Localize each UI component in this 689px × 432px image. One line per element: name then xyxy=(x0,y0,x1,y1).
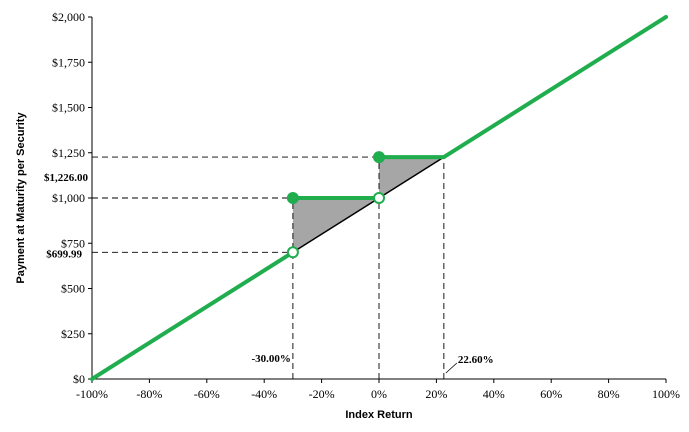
x-tick-label: 60% xyxy=(540,387,562,401)
payoff-line-segment xyxy=(90,250,295,381)
reference-line-group xyxy=(292,156,445,253)
x-tick-label: 0% xyxy=(371,387,387,401)
x-tick-label: -40% xyxy=(251,387,277,401)
x-tick-label: -20% xyxy=(309,387,335,401)
y-axis-title: Payment at Maturity per Security xyxy=(15,112,27,284)
x-tick-label: -80% xyxy=(136,387,162,401)
y-tick-label: $250 xyxy=(61,327,85,341)
open-marker-point xyxy=(373,192,385,204)
y-tick-label: $2,000 xyxy=(52,10,85,24)
reference-line xyxy=(292,156,445,253)
annotation-label: $699.99 xyxy=(46,248,82,260)
annotation-label: $1,226.00 xyxy=(44,172,89,184)
open-marker-point xyxy=(286,246,299,259)
y-axis-ticks: $0 $250 $500 $750 $1,000 $1,250 $1,500 $1,750 $2… xyxy=(52,10,92,386)
y-tick-label: $1,500 xyxy=(52,101,85,115)
x-tick-label: -100% xyxy=(76,387,108,401)
annotation-leader-line xyxy=(445,362,458,374)
y-tick-label: $0 xyxy=(73,372,85,386)
x-tick-label: 40% xyxy=(483,387,505,401)
x-tick-label: 100% xyxy=(652,387,680,401)
y-tick-label: $1,250 xyxy=(52,146,85,160)
x-axis-ticks: -100% -80% -60% -40% -20% 0% 20% 40% 60% 80% 100% xyxy=(76,379,680,401)
annotation-label: -30.00% xyxy=(251,353,290,365)
x-tick-label: 20% xyxy=(425,387,447,401)
annotations: $1,226.00 $699.99 -30.00% 22.60% xyxy=(44,172,494,374)
y-tick-label: $500 xyxy=(61,282,85,296)
payoff-line-segment xyxy=(441,15,668,160)
y-tick-label: $1,750 xyxy=(52,55,85,69)
x-tick-label: -60% xyxy=(194,387,220,401)
x-axis-title: Index Return xyxy=(345,409,413,421)
y-tick-label: $1,000 xyxy=(52,191,85,205)
payoff-series xyxy=(90,15,668,381)
x-tick-label: 80% xyxy=(598,387,620,401)
marker-points xyxy=(286,151,385,259)
filled-marker-point xyxy=(286,192,299,204)
annotation-label: 22.60% xyxy=(458,354,494,366)
y-tick-label: $750 xyxy=(61,236,85,250)
filled-marker-point xyxy=(373,151,385,164)
